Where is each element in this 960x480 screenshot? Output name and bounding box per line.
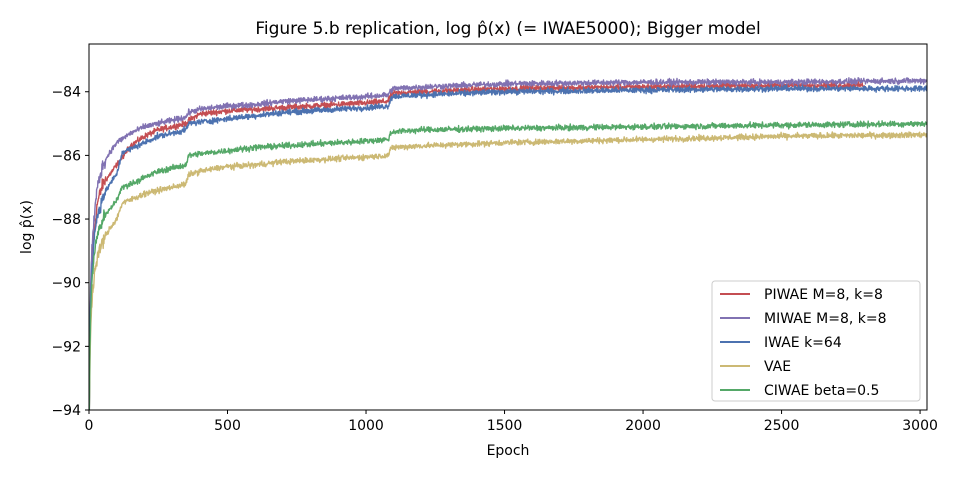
series-line-5 [89, 120, 927, 410]
chart-title: Figure 5.b replication, log p̂(x) (= IWA… [255, 19, 760, 39]
y-tick-label: −88 [51, 212, 81, 228]
plot-frame [88, 43, 928, 411]
legend: PIWAE M=8, k=8 MIWAE M=8, k=8 IWAE k=64 VAE… [711, 280, 921, 402]
series-line-3 [89, 84, 927, 410]
legend-label-1: PIWAE M=8, k=8 [764, 287, 883, 303]
y-axis-label: log p̂(x) [19, 200, 35, 254]
x-tick-label: 0 [85, 418, 94, 434]
y-tick-label: −92 [51, 339, 81, 355]
series-line-2 [89, 77, 927, 410]
legend-label-4: VAE [764, 359, 791, 375]
x-tick-label: 1500 [487, 418, 523, 434]
axes: 0 500 1000 1500 2000 2500 3000 −94 −92 −90 −88 −86 −… [51, 43, 938, 434]
y-tick-label: −90 [51, 276, 81, 292]
legend-label-5: CIWAE beta=0.5 [764, 383, 879, 399]
legend-label-2: MIWAE M=8, k=8 [764, 311, 887, 327]
series-line-4 [89, 131, 927, 410]
x-tick-label: 2500 [764, 418, 800, 434]
legend-label-3: IWAE k=64 [764, 335, 842, 351]
x-tick-label: 2000 [625, 418, 661, 434]
y-tick-label: −94 [51, 403, 81, 419]
plot-area [89, 77, 927, 410]
x-tick-label: 500 [214, 418, 241, 434]
y-tick-label: −84 [51, 85, 81, 101]
legend-box [711, 280, 921, 402]
x-axis-label: Epoch [487, 443, 530, 459]
y-tick-label: −86 [51, 148, 81, 164]
x-tick-label: 1000 [348, 418, 384, 434]
x-tick-label: 3000 [902, 418, 938, 434]
